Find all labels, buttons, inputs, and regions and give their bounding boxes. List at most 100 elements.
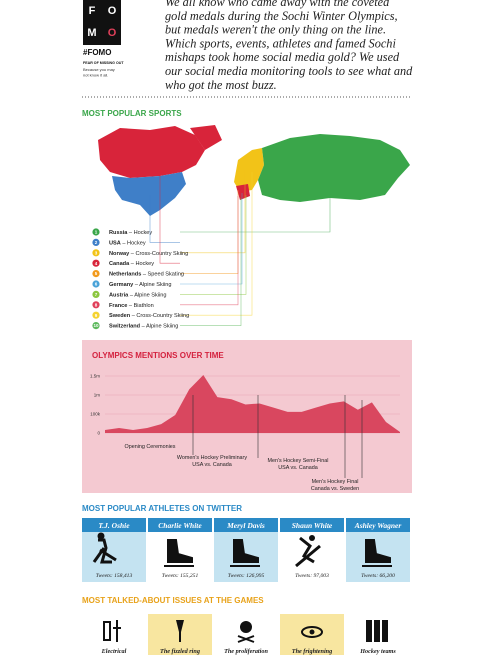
legend-label: Sweden – Cross-Country Skiing	[109, 313, 189, 319]
intro-line: our social media monitoring tools to see…	[165, 64, 413, 78]
legend-dot	[92, 259, 100, 267]
legend-country: Switzerland	[109, 324, 141, 330]
connector-line	[180, 170, 246, 254]
legend-dot	[92, 301, 100, 309]
legend-dot	[92, 280, 100, 288]
eye-icon-pupil	[309, 629, 315, 635]
legend-sport: – Speed Skating	[141, 272, 184, 278]
legend-label: Netherlands – Speed Skating	[109, 272, 184, 278]
section-title: MOST TALKED-ABOUT ISSUES AT THE GAMES	[82, 596, 264, 605]
issue-label: Hockey teams	[359, 648, 396, 655]
athlete-name-bar	[280, 518, 344, 532]
annotation-text: Men's Hockey Semi-Final	[268, 458, 329, 464]
section-title: MOST POPULAR SPORTS	[82, 109, 182, 118]
legend-number: 5	[95, 271, 98, 276]
intro-line: who got the most buzz.	[165, 78, 277, 92]
annotation-text: USA vs. Canada	[192, 462, 232, 468]
skate-icon	[164, 539, 194, 567]
intro-line: We all know who came away with the covet…	[165, 0, 390, 9]
hashtag: #FOMO	[83, 48, 111, 57]
connector-line	[149, 195, 180, 243]
legend-number: 1	[95, 230, 98, 235]
athlete-name: Ashley Wagner	[354, 521, 402, 530]
athlete-tweets: Tweets: 158,413	[96, 573, 133, 579]
connector-line	[180, 196, 239, 306]
legend-dot	[92, 228, 100, 236]
athlete-name: T.J. Oshie	[98, 521, 130, 530]
legend-country: USA	[109, 240, 121, 246]
crossbones-icon	[237, 635, 255, 643]
torch-icon	[176, 620, 184, 642]
eye-icon	[301, 626, 323, 638]
legend-sport: – Hockey	[127, 230, 152, 236]
issue-label: The proliferation	[224, 648, 268, 655]
y-tick-label: 1m	[94, 393, 101, 398]
annotation-text: USA vs. Canada	[278, 465, 318, 471]
world-map	[98, 125, 410, 216]
legend-country: Austria	[109, 292, 129, 298]
legend-sport: – Cross-Country Skiing	[130, 313, 189, 319]
legend-sport: – Biathlon	[127, 303, 153, 309]
lockers-icon	[366, 620, 388, 642]
hockey-icon	[92, 538, 117, 564]
area	[105, 375, 400, 433]
athlete-name-bar	[214, 518, 278, 532]
athlete-tweets: Tweets: 97,003	[295, 573, 329, 579]
issue-label: Electrical	[101, 648, 127, 655]
electric-icon	[103, 620, 121, 642]
annotation-text: Men's Hockey Final	[312, 479, 359, 485]
connector-line	[180, 172, 253, 316]
logo-letter: O	[108, 5, 117, 17]
athlete-tweets: Tweets: 66,200	[361, 573, 395, 579]
annotation-text: Opening Ceremonies	[125, 444, 176, 450]
legend-number: 10	[93, 323, 99, 328]
intro-line: but medals weren't the only thing on the…	[165, 23, 386, 37]
legend-number: 8	[95, 302, 98, 307]
issue-label: The fizzled ring	[160, 648, 200, 655]
legend-label: Germany – Alpine Skiing	[109, 282, 172, 288]
y-tick-label: 0	[97, 431, 100, 436]
legend-dot	[92, 290, 100, 298]
russia-shape	[258, 134, 410, 202]
legend-country: Norway	[109, 251, 130, 257]
logo-letter: F	[89, 5, 96, 17]
y-tick-label: 1.5m	[90, 374, 100, 379]
legend-sport: – Hockey	[129, 261, 154, 267]
legend-number: 7	[95, 292, 98, 297]
connector-line	[180, 193, 243, 285]
legend-number: 3	[95, 250, 98, 255]
legend-dot	[92, 311, 100, 319]
legend-dot	[92, 249, 100, 257]
legend-dot	[92, 238, 100, 246]
intro-line: Which sports, events, athletes and famed…	[165, 36, 396, 50]
athlete-name-bar	[82, 518, 146, 532]
snowboard-icon-head	[309, 535, 315, 541]
section-title: MOST POPULAR ATHLETES ON TWITTER	[82, 504, 242, 513]
legend-dot	[92, 270, 100, 278]
intro-line: mishaps took home social media gold? We …	[165, 50, 400, 64]
legend-dot	[92, 322, 100, 330]
connector-line	[180, 195, 247, 295]
y-tick-label: 100k	[90, 412, 101, 417]
snowboard-icon	[295, 536, 321, 568]
legend-number: 4	[95, 261, 98, 266]
legend-country: France	[109, 303, 127, 309]
connector-line	[180, 170, 331, 233]
chart-title: OLYMPICS MENTIONS OVER TIME	[92, 351, 224, 360]
greenland-shape	[190, 125, 222, 150]
athlete-name-bar	[148, 518, 212, 532]
tagline: FEAR OF MISSING OUT	[83, 61, 124, 65]
logo-letter: M	[87, 27, 96, 39]
athlete-name-bar	[346, 518, 410, 532]
legend-sport: – Hockey	[121, 240, 146, 246]
athlete-name: Charlie White	[158, 521, 202, 530]
legend-label: Norway – Cross-Country Skiing	[109, 251, 188, 257]
usa-shape	[112, 172, 186, 216]
legend-country: Germany	[109, 282, 134, 288]
connector-line	[159, 155, 180, 264]
legend-sport: – Cross-Country Skiing	[129, 251, 188, 257]
legend-sport: – Alpine Skiing	[133, 282, 171, 288]
legend-sport: – Alpine Skiing	[128, 292, 166, 298]
logo-letter: O	[108, 27, 117, 39]
canada-shape	[98, 126, 205, 178]
